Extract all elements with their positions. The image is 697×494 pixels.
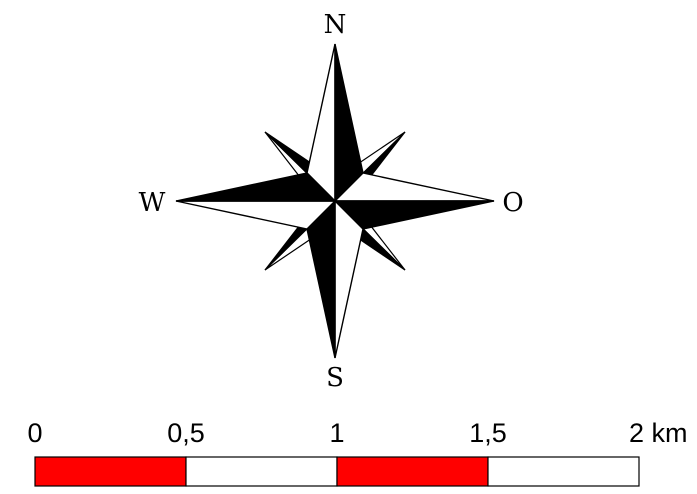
compass-cardinal-points (175, 43, 495, 359)
compass-point-west-light (175, 200, 337, 230)
scale-label-0-5: 0,5 (167, 418, 205, 448)
scale-bar: 0 0,5 1 1,5 2 km (27, 418, 688, 487)
scale-label-1: 1 (329, 418, 344, 448)
compass-label-north: N (324, 10, 347, 40)
compass-label-west: W (139, 188, 166, 218)
compass-point-east-light (333, 172, 495, 202)
scale-label-1-5: 1,5 (469, 418, 507, 448)
scale-segment-3 (336, 456, 489, 487)
compass-point-south-light (334, 199, 364, 359)
compass-label-south: S (326, 363, 344, 393)
compass-point-west-dark (175, 172, 337, 202)
compass-label-east: O (502, 188, 523, 218)
scale-segment-4 (487, 456, 640, 487)
scale-label-2-km: 2 km (629, 418, 688, 448)
scale-label-0: 0 (27, 418, 42, 448)
scale-segment-1 (34, 456, 187, 487)
compass-rose: N W O S (139, 10, 524, 393)
scale-segment-2 (185, 456, 338, 487)
